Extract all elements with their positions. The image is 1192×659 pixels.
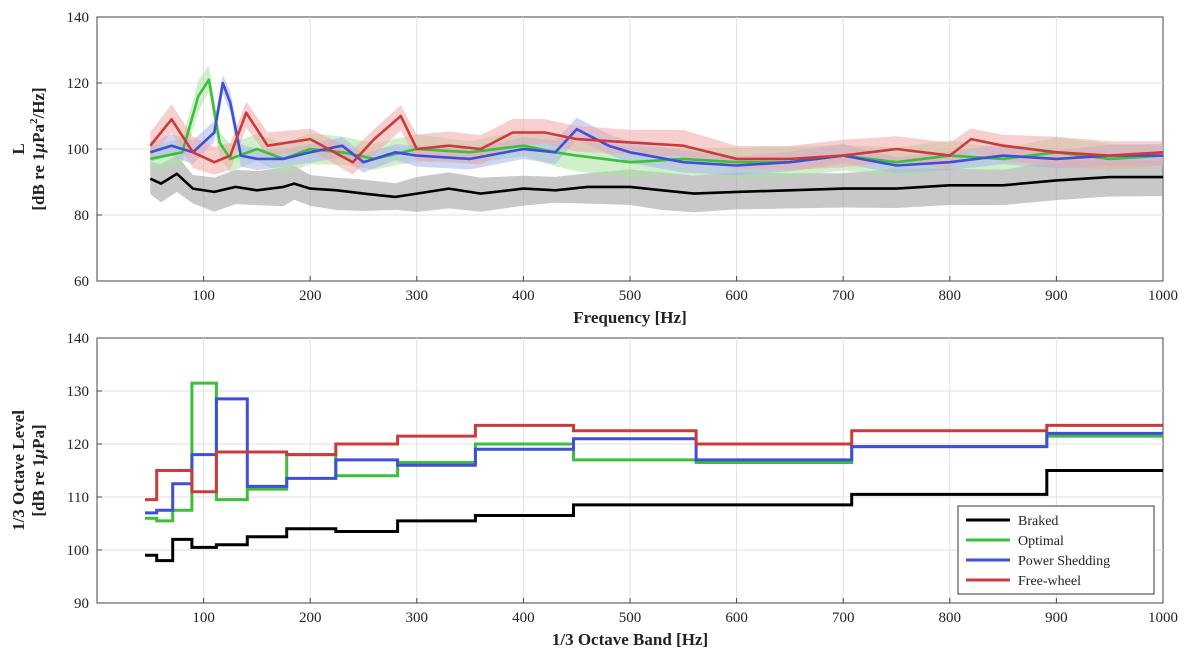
x-tick-label: 600 [725, 288, 748, 304]
legend-label-power-shedding: Power Shedding [1018, 554, 1110, 569]
x-tick-label: 1000 [1148, 610, 1178, 626]
y-tick-label: 140 [67, 10, 90, 26]
y-tick-label: 130 [67, 384, 90, 400]
octave-y-tick-labels: 90 100 110 120 130 140 [67, 331, 90, 612]
x-tick-label: 400 [512, 610, 535, 626]
x-tick-label: 700 [832, 288, 855, 304]
x-tick-label: 100 [192, 610, 215, 626]
y-tick-label: 120 [67, 76, 90, 92]
legend-entry-optimal: Optimal [966, 534, 1064, 549]
x-tick-label: 900 [1045, 610, 1068, 626]
series-line-braked [149, 172, 1163, 199]
octave-y-axis-label-line2: [dB re 1μPa] [29, 424, 48, 516]
legend-label-free-wheel: Free-wheel [1018, 574, 1081, 589]
x-tick-label: 800 [939, 610, 962, 626]
x-tick-label: 300 [406, 610, 429, 626]
octave-panel: 100 200 300 400 500 600 700 800 900 1000 90 100 110… [9, 331, 1178, 649]
x-tick-label: 300 [406, 288, 429, 304]
y-tick-label: 100 [67, 543, 90, 559]
legend-entry-free-wheel: Free-wheel [966, 574, 1081, 589]
legend-entry-braked: Braked [966, 514, 1058, 529]
x-tick-label: 200 [299, 610, 322, 626]
octave-y-unit-mu: μ [29, 449, 48, 459]
x-tick-label: 500 [619, 610, 642, 626]
spectrum-x-tick-labels: 100 200 300 400 500 600 700 800 900 1000 [192, 288, 1178, 304]
y-tick-label: 120 [67, 437, 90, 453]
x-tick-label: 900 [1045, 288, 1068, 304]
spectrum-y-axis-label: L [dB re 1μPa2/Hz] [9, 87, 48, 210]
y-tick-label: 90 [74, 596, 89, 612]
octave-series-lines [145, 381, 1163, 563]
y-tick-label: 100 [67, 142, 90, 158]
x-tick-label: 200 [299, 288, 322, 304]
spectrum-axes-frame [97, 16, 1164, 282]
spectrum-y-tick-labels: 60 80 100 120 140 [67, 10, 90, 290]
y-tick-label: 80 [74, 208, 89, 224]
x-tick-label: 1000 [1148, 288, 1178, 304]
legend: Braked Optimal Power Shedding Free-wheel [957, 505, 1155, 595]
spectrum-panel: 100 200 300 400 500 600 700 800 900 1000 60801001… [9, 10, 1178, 327]
series-line-power-shedding [149, 81, 1163, 167]
series-line-free-wheel [149, 111, 1164, 164]
step-line-braked [145, 469, 1163, 563]
spectrum-y-unit-mu: μ [29, 143, 48, 153]
spectrum-y-unit-prefix: [dB re 1 [29, 152, 48, 210]
x-tick-label: 500 [619, 288, 642, 304]
step-line-free-wheel [145, 423, 1163, 502]
octave-x-axis-label: 1/3 Octave Band [Hz] [552, 630, 708, 649]
spectrum-x-axis-label: Frequency [Hz] [573, 308, 686, 327]
legend-entry-power-shedding: Power Shedding [966, 554, 1110, 569]
y-tick-label: 110 [67, 490, 89, 506]
x-tick-label: 600 [725, 610, 748, 626]
legend-label-optimal: Optimal [1018, 534, 1064, 549]
series-line-optimal [150, 78, 1164, 164]
octave-y-unit-prefix: [dB re 1 [29, 458, 48, 516]
step-line-power-shedding [145, 397, 1163, 515]
octave-axes-frame [97, 337, 1164, 604]
spectrum-y-unit-superscript: 2 [28, 118, 40, 124]
spectrum-y-unit-suffix: /Hz] [29, 87, 48, 119]
y-tick-label: 140 [67, 331, 90, 347]
legend-label-braked: Braked [1018, 514, 1058, 529]
octave-y-unit-mid: Pa [29, 430, 48, 449]
octave-y-axis-label: 1/3 Octave Level [dB re 1μPa] [9, 410, 48, 531]
variance-band-power-shedding [150, 75, 1164, 176]
spectrum-y-unit-mid: Pa [29, 124, 48, 143]
x-tick-label: 800 [939, 288, 962, 304]
spectrum-y-axis-label-line1: L [9, 143, 28, 154]
x-tick-label: 700 [832, 610, 855, 626]
x-tick-label: 100 [192, 288, 215, 304]
spectrum-y-axis-label-line2: [dB re 1μPa2/Hz] [28, 87, 48, 210]
octave-x-tick-labels: 100 200 300 400 500 600 700 800 900 1000 [192, 610, 1178, 626]
octave-y-axis-label-line1: 1/3 Octave Level [9, 410, 28, 531]
octave-y-unit-suffix: ] [29, 424, 48, 430]
spectrum-series-lines [149, 78, 1164, 199]
y-tick-label: 60 [74, 274, 89, 290]
x-tick-label: 400 [512, 288, 535, 304]
